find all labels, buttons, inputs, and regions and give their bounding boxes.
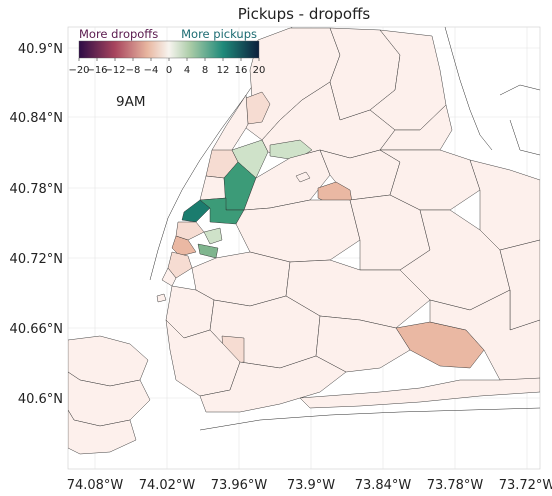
y-tick-label: 40.66°N (10, 322, 63, 337)
colorbar-tick-label: −4 (144, 65, 159, 76)
colorbar-right-label: More pickups (181, 27, 257, 41)
colorbar-tick-label: 4 (184, 65, 190, 76)
colorbar-ticks: −20−16−12 −8 −4 0 4 8 12 16 20 (68, 58, 265, 76)
y-tick-label: 40.9°N (18, 42, 63, 57)
x-tick-label: 73.84°W (355, 478, 412, 493)
zone-manhattan-east-harlem (231, 139, 269, 179)
colorbar-tick-label: 16 (235, 65, 248, 76)
zone-staten-island-south (68, 409, 137, 455)
colorbar-tick-label: 12 (217, 65, 230, 76)
zone-queens-flushing (379, 149, 481, 211)
colorbar-tick-label: −20 (68, 65, 89, 76)
zone-queens-ridgewood (235, 199, 361, 263)
y-tick-label: 40.78°N (10, 182, 63, 197)
colorbar-tick-label: −12 (104, 65, 125, 76)
zone-manhattan-murray-hill (203, 227, 223, 245)
x-tick-label: 73.9°W (287, 478, 335, 493)
map-title: Pickups - dropoffs (238, 5, 371, 23)
x-tick-label: 73.72°W (499, 478, 552, 493)
southern-coast-outline (199, 407, 540, 431)
x-tick-label: 73.78°W (427, 478, 484, 493)
y-tick-label: 40.84°N (10, 111, 63, 126)
colorbar: More dropoffs More pickups −20−16−12 −8 −4… (68, 27, 265, 76)
colorbar-left-label: More dropoffs (79, 27, 158, 41)
colorbar-tick-label: 8 (202, 65, 208, 76)
zone-governors-island (156, 293, 167, 303)
zone-manhattan-lower (167, 251, 193, 279)
colorbar-tick-label: −16 (86, 65, 107, 76)
hour-label: 9AM (116, 94, 145, 110)
zone-queens-rockaway (299, 377, 540, 409)
x-tick-label: 73.96°W (211, 478, 268, 493)
y-tick-label: 40.6°N (18, 392, 63, 407)
y-axis-tick-labels: 40.9°N 40.84°N 40.78°N 40.72°N 40.66°N 40.6°N (10, 42, 63, 407)
map-layer (68, 27, 540, 455)
x-tick-label: 74.02°W (139, 478, 196, 493)
long-island-sound-outline (444, 27, 493, 151)
zone-manhattan-village (171, 235, 197, 257)
zone-queens-southeast (429, 289, 540, 381)
colorbar-gradient (78, 40, 260, 59)
zone-manhattan-midtown-west (181, 199, 211, 223)
zone-brooklyn-coney-island (199, 355, 347, 413)
eastern-outline-upper (499, 84, 540, 156)
zone-manhattan-chelsea (175, 221, 205, 241)
zone-rikers-island (295, 171, 311, 183)
colorbar-tick-label: 20 (253, 65, 266, 76)
x-axis-tick-labels: 74.08°W 74.02°W 73.96°W 73.9°W 73.84°W 73.78°… (67, 478, 552, 493)
y-tick-label: 40.72°N (10, 252, 63, 267)
colorbar-tick-label: −8 (126, 65, 141, 76)
x-tick-label: 74.08°W (67, 478, 124, 493)
colorbar-tick-label: 0 (166, 65, 172, 76)
